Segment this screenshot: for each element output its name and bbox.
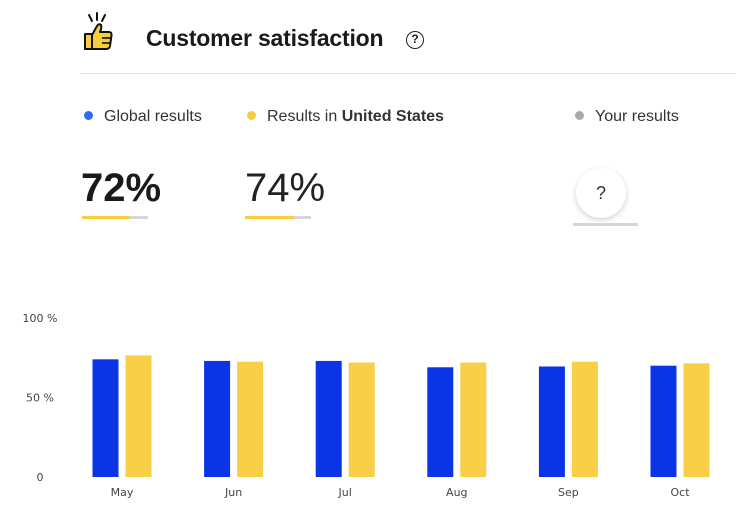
bar-country-jul[interactable] [348,362,375,477]
monthly-satisfaction-chart: 0 50 % 100 % May Jun Jul Aug Sep Oct [23,312,710,499]
legend-yours: Your results [575,108,679,126]
country-score: 74% [245,166,326,210]
legend-yours-label: Your results [595,108,679,125]
bar-country-sep[interactable] [571,361,598,477]
x-tick-label: Jun [224,486,242,499]
y-tick-label: 0 [37,471,44,484]
x-tick-label: Aug [446,486,467,499]
y-tick-label: 50 % [26,392,54,405]
x-tick-label: Jul [338,486,352,499]
your-score-bar [573,223,638,226]
bar-country-oct[interactable] [683,363,710,477]
legend-country-name: United States [341,108,444,125]
legend-country-prefix: Results in [267,108,342,125]
bar-global-sep[interactable] [538,366,565,477]
legend-dot-global [84,111,93,120]
global-score-bar-fill [82,216,130,219]
bar-country-may[interactable] [125,355,152,477]
help-icon[interactable]: ? [406,31,424,49]
x-tick-label: May [111,486,134,499]
bar-global-oct[interactable] [650,365,677,477]
x-tick-label: Oct [670,486,690,499]
bar-global-may[interactable] [92,359,119,477]
legend-global-label: Global results [104,108,202,125]
your-results-button[interactable]: ? [576,168,626,218]
legend-dot-country [247,111,256,120]
global-score: 72% [81,166,162,210]
page-title: Customer satisfaction [146,25,384,51]
bar-global-jun[interactable] [204,360,231,477]
bar-country-aug[interactable] [460,362,487,477]
legend-country: Results in United States [247,108,444,126]
bar-global-jul[interactable] [315,360,342,477]
bar-country-jun[interactable] [237,361,264,477]
header-divider [80,73,736,74]
bar-global-aug[interactable] [427,367,454,477]
legend-global: Global results [84,108,202,126]
country-score-bar [245,216,311,219]
global-score-bar [82,216,148,219]
y-tick-label: 100 % [23,312,58,325]
legend-dot-yours [575,111,584,120]
country-score-bar-fill [245,216,294,219]
thumbs-up-icon [80,12,116,52]
x-tick-label: Sep [558,486,579,499]
